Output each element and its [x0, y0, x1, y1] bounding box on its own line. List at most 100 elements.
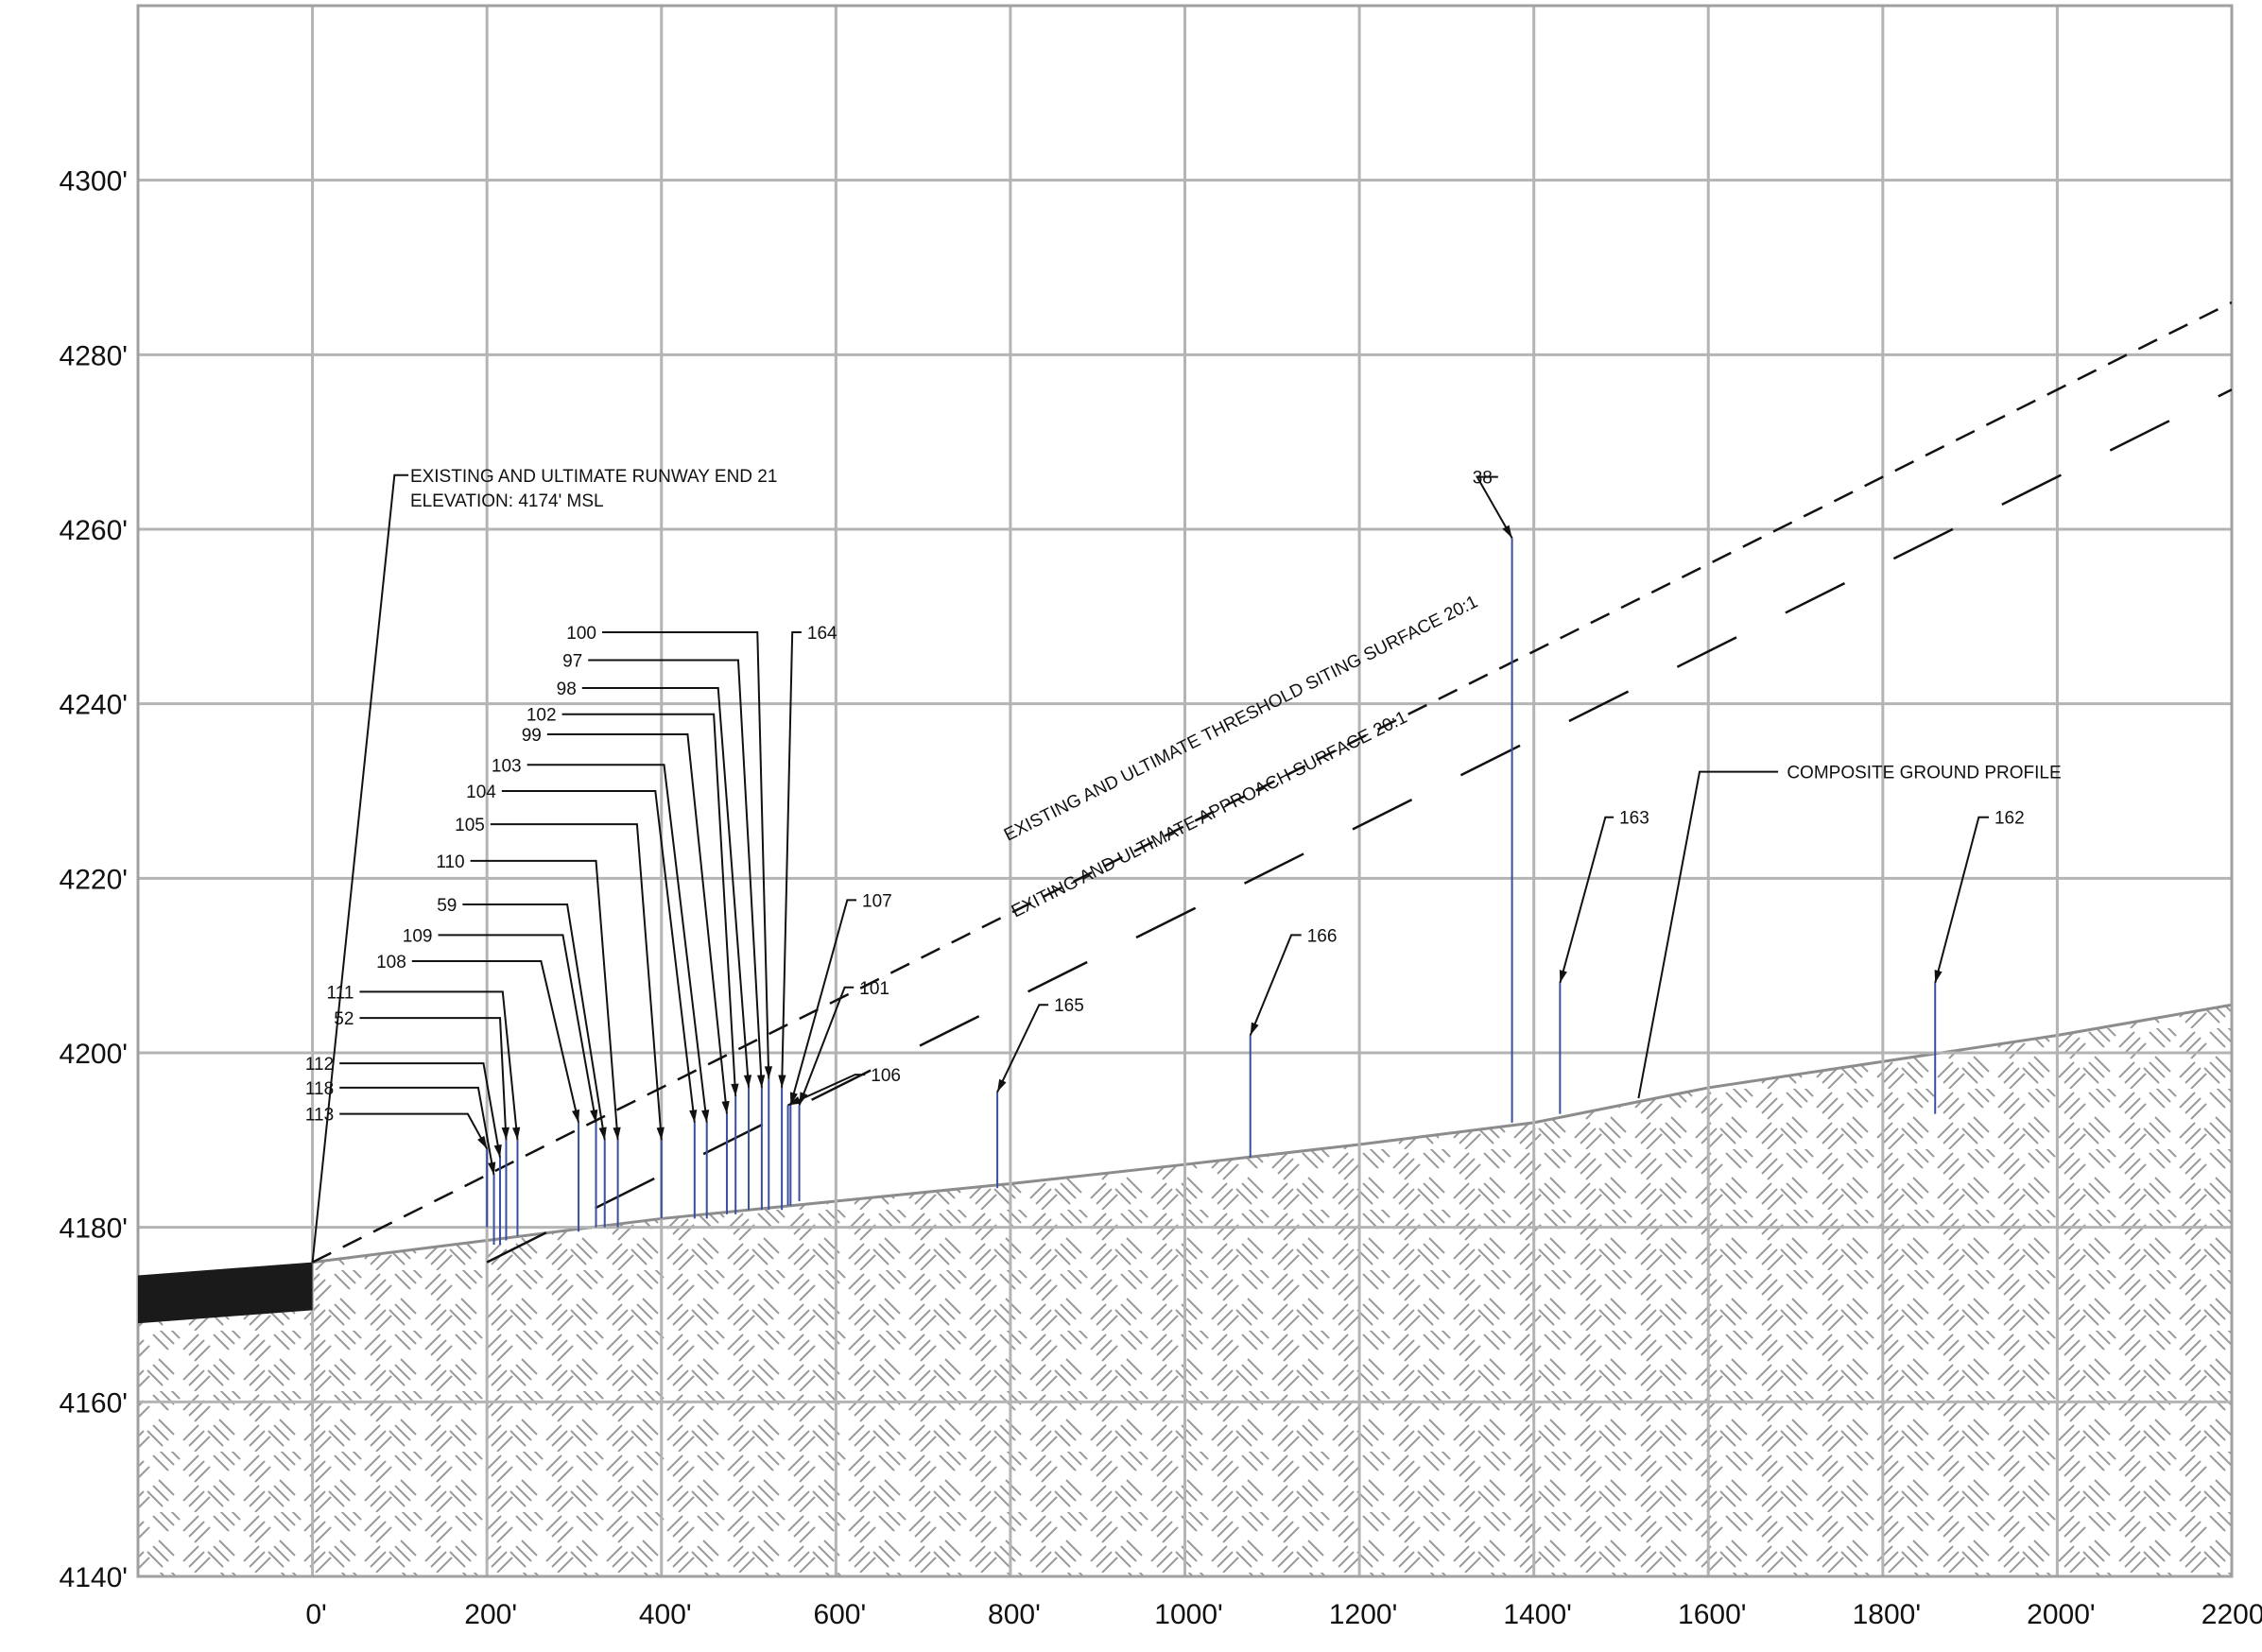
x-tick-label: 1600'	[1678, 1599, 1746, 1630]
obstruction-label-103: 103	[492, 756, 522, 776]
leader-100	[601, 630, 770, 1079]
leader-166	[1249, 934, 1302, 1036]
obstruction-label-97: 97	[562, 652, 582, 672]
arrowhead-104	[689, 1110, 698, 1123]
leader-102	[561, 713, 737, 1097]
leader-59	[462, 903, 606, 1141]
obstruction-label-109: 109	[403, 926, 433, 946]
leader-112	[339, 1062, 501, 1158]
obstruction-label-165: 165	[1054, 996, 1084, 1016]
runway-end	[138, 1262, 313, 1324]
annotations: 1131181125211110810959110105104103991029…	[305, 469, 2025, 1263]
obstruction-label-100: 100	[566, 624, 596, 644]
obstruction-label-101: 101	[859, 979, 889, 999]
axes: 4140' 4160' 4180' 4200' 4220' 4240' 4260' 4280'…	[60, 166, 2262, 1630]
runway-pavement	[138, 1262, 313, 1324]
leader-97	[588, 659, 763, 1088]
leader-52	[359, 1017, 508, 1141]
grid	[136, 4, 2234, 1578]
leader-113	[339, 1112, 489, 1150]
arrowhead-52	[501, 1127, 509, 1141]
obstruction-label-118: 118	[305, 1079, 334, 1099]
runway-end-leader	[311, 473, 409, 1263]
y-tick-label: 4260'	[60, 515, 128, 546]
obstruction-label-99: 99	[522, 726, 542, 746]
arrowhead-97	[757, 1075, 766, 1088]
leader-110	[470, 859, 619, 1141]
ground-profile-leader	[1637, 770, 1779, 1099]
leader-163	[1559, 816, 1614, 984]
x-tick-label: 1800'	[1853, 1599, 1921, 1630]
runway-end-label: EXISTING AND ULTIMATE RUNWAY END 21	[410, 467, 778, 487]
arrowhead-109	[590, 1109, 598, 1123]
y-tick-label: 4300'	[60, 166, 128, 198]
x-tick-label: 2200'	[2202, 1599, 2262, 1630]
leader-164	[781, 630, 802, 1088]
x-tick-label: 1000'	[1154, 1599, 1222, 1630]
y-tick-label: 4140'	[60, 1562, 128, 1593]
obstruction-label-59: 59	[437, 896, 457, 916]
arrowhead-118	[488, 1162, 496, 1176]
arrowhead-165	[997, 1078, 1007, 1093]
arrowhead-102	[731, 1083, 739, 1097]
obstruction-label-164: 164	[807, 624, 837, 644]
leader-109	[438, 934, 597, 1124]
leader-99	[546, 732, 728, 1114]
x-tick-label: 1200'	[1329, 1599, 1397, 1630]
y-tick-label: 4180'	[60, 1213, 128, 1245]
x-tick-label: 2000'	[2027, 1599, 2095, 1630]
arrowhead-111	[512, 1127, 521, 1141]
x-tick-label: 800'	[988, 1599, 1041, 1630]
obstruction-label-108: 108	[376, 953, 406, 972]
obstruction-label-38: 38	[1473, 469, 1493, 489]
x-tick-label: 1400'	[1503, 1599, 1571, 1630]
leader-101	[798, 986, 855, 1106]
y-tick-label: 4200'	[60, 1039, 128, 1070]
leader-98	[581, 687, 751, 1089]
y-tick-label: 4280'	[60, 340, 128, 371]
leader-105	[490, 823, 663, 1141]
leader-165	[996, 1004, 1049, 1093]
approach-surface-line	[486, 388, 2232, 1264]
x-tick-label: 600'	[813, 1599, 866, 1630]
x-tick-label: 200'	[464, 1599, 517, 1630]
obstruction-label-110: 110	[436, 852, 464, 872]
runway-elevation-label: ELEVATION: 4174' MSL	[410, 491, 604, 511]
surface-lines	[312, 301, 2232, 1264]
y-tick-label: 4160'	[60, 1387, 128, 1419]
obstruction-label-106: 106	[871, 1066, 901, 1086]
obstruction-label-166: 166	[1307, 926, 1338, 946]
leader-38	[1475, 475, 1513, 539]
obstruction-label-112: 112	[305, 1055, 334, 1075]
leader-104	[501, 790, 696, 1123]
obstruction-label-105: 105	[455, 816, 485, 835]
threshold-siting-surface-line	[312, 301, 2232, 1264]
arrowhead-166	[1250, 1022, 1259, 1036]
obstruction-label-98: 98	[557, 680, 577, 699]
obstruction-label-162: 162	[1994, 809, 2025, 829]
arrowhead-98	[743, 1075, 752, 1088]
arrowhead-100	[764, 1066, 773, 1079]
arrowhead-112	[493, 1144, 502, 1158]
obstruction-label-113: 113	[305, 1106, 334, 1126]
arrowhead-99	[721, 1100, 730, 1114]
arrowhead-38	[1502, 525, 1512, 539]
leader-111	[359, 990, 519, 1141]
x-tick-label: 400'	[639, 1599, 692, 1630]
arrowhead-162	[1934, 970, 1943, 984]
obstruction-label-104: 104	[466, 783, 496, 802]
obstruction-label-107: 107	[862, 891, 892, 911]
ground-profile-label: COMPOSITE GROUND PROFILE	[1787, 764, 2061, 783]
arrowhead-103	[701, 1110, 710, 1123]
arrowhead-164	[778, 1075, 786, 1088]
leader-107	[789, 899, 857, 1106]
leader-118	[339, 1086, 495, 1176]
obstruction-label-163: 163	[1619, 809, 1649, 829]
leader-162	[1934, 816, 1989, 984]
arrowhead-105	[656, 1127, 665, 1141]
arrowhead-113	[477, 1135, 488, 1149]
arrowhead-110	[613, 1127, 621, 1141]
obstructions	[486, 538, 1937, 1246]
plot-frame	[136, 4, 2234, 1578]
